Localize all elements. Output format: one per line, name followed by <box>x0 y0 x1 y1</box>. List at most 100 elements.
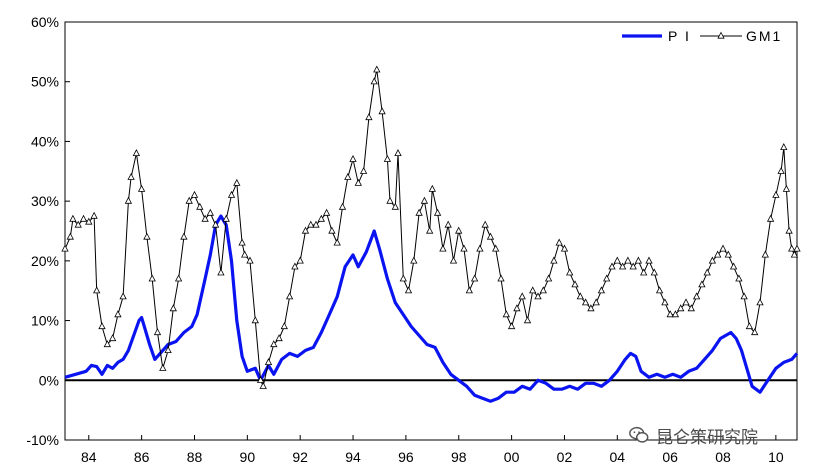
data-point-gm1 <box>777 166 785 174</box>
data-point-gm1 <box>301 226 310 234</box>
data-point-gm1 <box>608 262 616 270</box>
data-point-gm1 <box>439 244 447 252</box>
data-point-gm1 <box>164 346 172 353</box>
data-point-gm1 <box>153 328 162 336</box>
x-tick-label: 04 <box>610 449 626 465</box>
data-point-gm1 <box>233 178 241 186</box>
data-point-gm1 <box>581 298 590 306</box>
data-point-gm1 <box>426 226 434 234</box>
data-point-gm1 <box>785 226 793 234</box>
plot-frame <box>64 21 798 441</box>
data-point-gm1 <box>650 268 658 276</box>
data-point-gm1 <box>148 274 156 282</box>
x-tick-label: 06 <box>662 449 678 465</box>
data-point-gm1 <box>555 238 563 246</box>
data-point-gm1 <box>513 304 521 312</box>
y-tick-label: 30% <box>31 193 59 209</box>
data-point-gm1 <box>61 244 69 252</box>
data-point-gm1 <box>211 220 220 228</box>
data-point-gm1 <box>256 375 265 383</box>
data-point-gm1 <box>618 262 627 270</box>
data-point-gm1 <box>576 292 584 300</box>
data-point-gm1 <box>470 274 479 282</box>
data-point-gm1 <box>344 172 352 180</box>
x-tick-label: 02 <box>557 449 573 465</box>
data-point-gm1 <box>291 262 299 270</box>
data-point-gm1 <box>386 196 394 204</box>
data-point-gm1 <box>378 107 386 115</box>
data-point-gm1 <box>114 310 122 318</box>
data-point-gm1 <box>124 196 133 204</box>
data-point-gm1 <box>761 250 769 258</box>
data-point-gm1 <box>740 292 748 300</box>
data-point-gm1 <box>338 202 347 210</box>
data-point-gm1 <box>222 214 230 222</box>
data-point-gm1 <box>523 316 532 324</box>
x-tick-label: 88 <box>187 449 203 465</box>
y-tick-label: 0% <box>39 372 59 388</box>
data-point-gm1 <box>518 292 526 300</box>
data-point-gm1 <box>492 244 500 252</box>
data-point-gm1 <box>90 211 98 219</box>
legend-label-gm1: GM1 <box>746 28 782 44</box>
data-point-gm1 <box>391 202 399 210</box>
data-point-gm1 <box>645 256 653 264</box>
data-point-gm1 <box>502 310 510 318</box>
watermark: 昆仑策研究院 <box>628 420 798 450</box>
data-point-gm1 <box>597 286 606 294</box>
data-point-gm1 <box>534 292 542 300</box>
data-point-gm1 <box>756 298 764 306</box>
data-point-gm1 <box>285 292 294 300</box>
data-point-gm1 <box>745 322 754 330</box>
data-point-gm1 <box>661 298 669 306</box>
y-tick-label: 60% <box>31 14 59 30</box>
data-point-gm1 <box>455 226 463 234</box>
data-point-gm1 <box>587 304 595 312</box>
data-point-gm1 <box>275 334 283 342</box>
data-point-gm1 <box>296 256 304 264</box>
data-point-gm1 <box>159 363 167 371</box>
data-point-gm1 <box>708 256 717 264</box>
data-point-gm1 <box>394 149 402 156</box>
data-point-gm1 <box>772 190 780 198</box>
data-point-gm1 <box>550 256 558 264</box>
plot-layer: -10% 0% 10% 20% 30% 40% 50% 60% 84 86 88 90 92 94 96 98… <box>26 14 801 465</box>
data-point-gm1 <box>476 244 484 252</box>
data-point-gm1 <box>613 256 621 264</box>
y-tick-label: -10% <box>26 432 59 448</box>
data-point-gm1 <box>404 286 413 294</box>
data-point-gm1 <box>270 340 278 348</box>
data-point-gm1 <box>307 220 315 228</box>
y-tick-label: 40% <box>31 133 59 149</box>
data-point-gm1 <box>241 250 249 258</box>
data-point-gm1 <box>497 274 505 282</box>
data-point-gm1 <box>449 256 458 264</box>
data-point-gm1 <box>370 77 378 85</box>
data-point-gm1 <box>751 328 759 336</box>
data-point-gm1 <box>359 166 368 174</box>
data-point-gm1 <box>790 250 799 258</box>
data-point-gm1 <box>185 196 193 204</box>
data-point-gm1 <box>93 286 101 294</box>
data-point-gm1 <box>724 250 732 258</box>
data-point-gm1 <box>420 196 429 204</box>
x-tick-label: 96 <box>398 449 414 465</box>
x-tick-label: 94 <box>345 449 361 465</box>
y-tick-label: 20% <box>31 253 59 269</box>
data-point-gm1 <box>460 244 468 252</box>
data-point-gm1 <box>119 292 127 300</box>
data-point-gm1 <box>465 286 473 294</box>
data-point-gm1 <box>333 238 341 246</box>
data-point-gm1 <box>766 214 775 222</box>
wechat-icon <box>629 426 649 443</box>
data-point-gm1 <box>603 274 611 282</box>
data-point-gm1 <box>180 232 188 240</box>
data-point-gm1 <box>217 268 225 276</box>
watermark-text: 昆仑策研究院 <box>656 427 758 448</box>
data-point-gm1 <box>566 268 574 276</box>
data-point-gm1 <box>539 286 547 294</box>
x-tick-label: 00 <box>504 449 520 465</box>
data-point-gm1 <box>682 298 690 306</box>
data-point-gm1 <box>714 250 722 258</box>
